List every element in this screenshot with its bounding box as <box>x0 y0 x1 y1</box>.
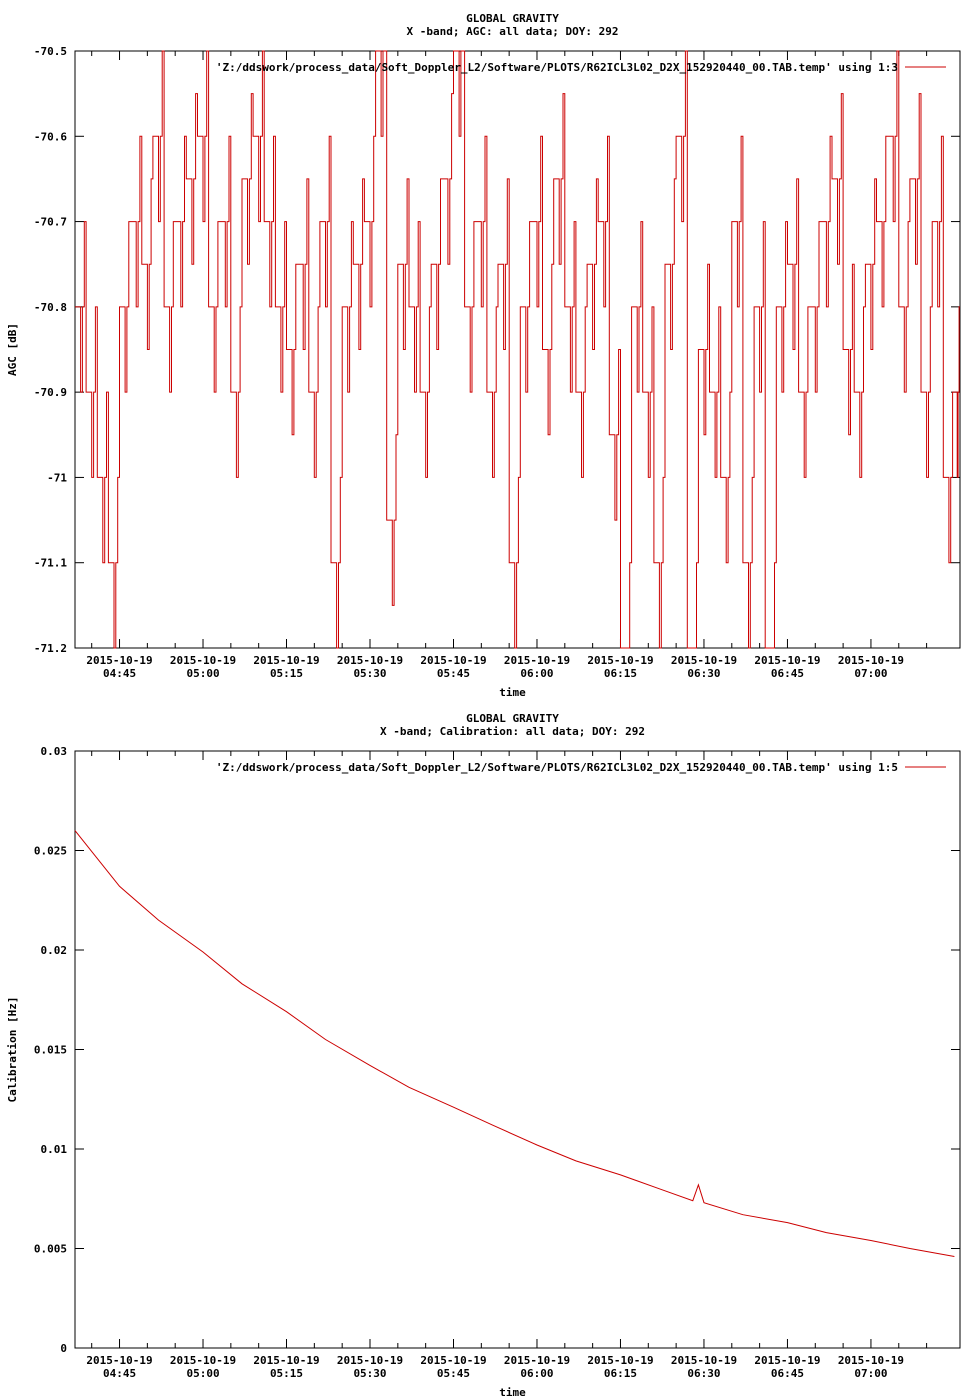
chart1-xtick-time-label: 05:30 <box>353 667 386 680</box>
chart2-xtick-date-label: 2015-10-19 <box>253 1354 319 1367</box>
chart2-xtick-time-label: 06:15 <box>604 1367 637 1380</box>
chart2-ytick-label: 0.025 <box>34 845 67 858</box>
chart1-ytick-label: -70.9 <box>34 386 67 399</box>
chart2-xlabel: time <box>499 1386 526 1399</box>
chart1-ytick-label: -71.1 <box>34 557 67 570</box>
chart2-ytick-label: 0.01 <box>41 1143 68 1156</box>
chart2-ytick-label: 0.015 <box>34 1044 67 1057</box>
chart2-xtick-date-label: 2015-10-19 <box>86 1354 152 1367</box>
chart1-subtitle: X -band; AGC: all data; DOY: 292 <box>407 25 619 38</box>
chart2-xtick-time-label: 05:15 <box>270 1367 303 1380</box>
chart1-ytick-label: -70.6 <box>34 130 67 143</box>
chart1-xlabel: time <box>499 686 526 699</box>
chart2-legend-label: 'Z:/ddswork/process_data/Soft_Doppler_L2… <box>216 761 898 774</box>
chart1-xtick-time-label: 06:30 <box>687 667 720 680</box>
chart2-xtick-time-label: 07:00 <box>854 1367 887 1380</box>
chart1-ytick-label: -70.7 <box>34 216 67 229</box>
chart1-xtick-date-label: 2015-10-19 <box>253 654 319 667</box>
chart2-xtick-date-label: 2015-10-19 <box>170 1354 236 1367</box>
chart2-xtick-date-label: 2015-10-19 <box>754 1354 820 1367</box>
chart1-plot-frame <box>74 50 961 649</box>
chart1-xtick-date-label: 2015-10-19 <box>170 654 236 667</box>
chart2-xtick-date-label: 2015-10-19 <box>504 1354 570 1367</box>
chart2-subtitle: X -band; Calibration: all data; DOY: 292 <box>380 725 645 738</box>
chart2-xtick-date-label: 2015-10-19 <box>671 1354 737 1367</box>
chart2-xtick-time-label: 05:00 <box>186 1367 219 1380</box>
chart2-plot-frame <box>74 750 961 1349</box>
chart2-series-line <box>74 830 955 1257</box>
chart1-xtick-date-label: 2015-10-19 <box>504 654 570 667</box>
chart2-ylabel: Calibration [Hz] <box>6 997 19 1103</box>
chart2-xtick-time-label: 06:30 <box>687 1367 720 1380</box>
chart1-legend-label: 'Z:/ddswork/process_data/Soft_Doppler_L2… <box>216 61 898 74</box>
chart1-xtick-time-label: 05:00 <box>186 667 219 680</box>
chart2-xtick-time-label: 05:30 <box>353 1367 386 1380</box>
chart2-xtick-time-label: 06:00 <box>520 1367 553 1380</box>
chart2-xtick-time-label: 04:45 <box>103 1367 136 1380</box>
chart1-ytick-label: -71 <box>47 471 67 484</box>
chart1-ytick-label: -71.2 <box>34 642 67 655</box>
chart1-xtick-date-label: 2015-10-19 <box>337 654 403 667</box>
chart1-ylabel: AGC [dB] <box>6 323 19 376</box>
chart1-series-line <box>75 50 960 649</box>
chart1-xtick-time-label: 05:45 <box>437 667 470 680</box>
chart2-xtick-time-label: 06:45 <box>771 1367 804 1380</box>
chart1-xtick-time-label: 05:15 <box>270 667 303 680</box>
chart1-ytick-label: -70.5 <box>34 45 67 58</box>
chart1-xtick-time-label: 06:00 <box>520 667 553 680</box>
chart2-ytick-label: 0 <box>60 1342 67 1355</box>
chart1-xtick-time-label: 07:00 <box>854 667 887 680</box>
chart2-xtick-date-label: 2015-10-19 <box>420 1354 486 1367</box>
chart1-ytick-label: -70.8 <box>34 301 67 314</box>
chart1-xtick-time-label: 06:15 <box>604 667 637 680</box>
chart2-title: GLOBAL GRAVITY <box>466 712 559 725</box>
chart1-xtick-time-label: 04:45 <box>103 667 136 680</box>
chart2-xtick-date-label: 2015-10-19 <box>838 1354 904 1367</box>
chart1-xtick-date-label: 2015-10-19 <box>86 654 152 667</box>
chart1-xtick-date-label: 2015-10-19 <box>587 654 653 667</box>
chart1-xtick-time-label: 06:45 <box>771 667 804 680</box>
chart1-xtick-date-label: 2015-10-19 <box>754 654 820 667</box>
chart1-xtick-date-label: 2015-10-19 <box>671 654 737 667</box>
chart2-ytick-label: 0.02 <box>41 944 68 957</box>
chart1-xtick-date-label: 2015-10-19 <box>838 654 904 667</box>
chart1-xtick-date-label: 2015-10-19 <box>420 654 486 667</box>
chart2-xtick-time-label: 05:45 <box>437 1367 470 1380</box>
chart2-xtick-date-label: 2015-10-19 <box>587 1354 653 1367</box>
chart1-title: GLOBAL GRAVITY <box>466 12 559 25</box>
chart2-xtick-date-label: 2015-10-19 <box>337 1354 403 1367</box>
chart2-ytick-label: 0.005 <box>34 1243 67 1256</box>
chart2-ytick-label: 0.03 <box>41 745 68 758</box>
